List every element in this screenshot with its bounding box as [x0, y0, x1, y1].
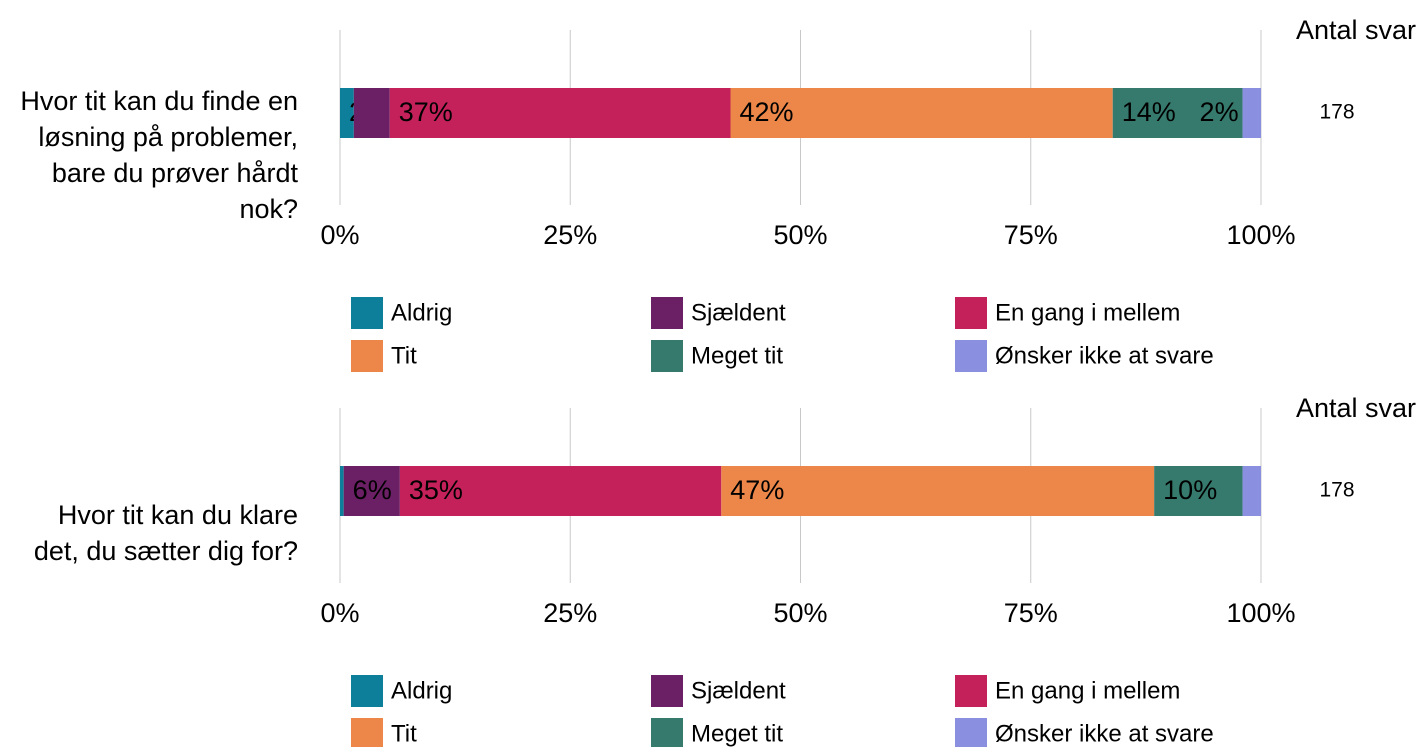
x-tick-label: 0%	[320, 220, 359, 250]
legend-swatch	[651, 340, 683, 372]
x-tick-label: 75%	[1004, 598, 1058, 628]
x-tick-label: 50%	[773, 598, 827, 628]
x-tick-label: 75%	[1004, 220, 1058, 250]
legend-swatch	[651, 718, 683, 747]
x-tick-label: 25%	[543, 598, 597, 628]
bar-segment	[1112, 88, 1243, 138]
legend-label: Meget tit	[691, 342, 783, 369]
legend-swatch	[351, 718, 383, 747]
legend-label: Meget tit	[691, 720, 783, 747]
legend-label: Ønsker ikke at svare	[995, 720, 1214, 747]
legend-label: Sjældent	[691, 299, 786, 326]
count-header: Antal svar	[1296, 393, 1416, 423]
legend-swatch	[955, 675, 987, 707]
legend-swatch	[651, 675, 683, 707]
data-label: 42%	[740, 97, 794, 127]
bar-segment	[389, 88, 731, 138]
x-tick-label: 25%	[543, 220, 597, 250]
legend-swatch	[955, 297, 987, 329]
bar-segment	[1242, 466, 1261, 516]
legend-label: Sjældent	[691, 677, 786, 704]
count-value: 178	[1319, 479, 1354, 502]
legend-swatch	[351, 675, 383, 707]
count-header: Antal svar	[1296, 15, 1416, 45]
bar-segment	[340, 88, 354, 138]
x-tick-label: 100%	[1226, 598, 1295, 628]
legend-label: Tit	[391, 342, 417, 369]
data-label: 47%	[730, 475, 784, 505]
bar-segment	[343, 466, 400, 516]
count-value: 178	[1319, 101, 1354, 124]
data-label: 10%	[1163, 475, 1217, 505]
bar-segment	[399, 466, 722, 516]
category-label: Hvor tit kan du klare det, du sætter dig…	[33, 500, 298, 566]
legend-label: Tit	[391, 720, 417, 747]
legend-label: Aldrig	[391, 299, 452, 326]
legend-swatch	[955, 340, 987, 372]
data-label: 35%	[409, 475, 463, 505]
data-label: 37%	[399, 97, 453, 127]
category-label: Hvor tit kan du finde en løsning på prob…	[20, 86, 298, 224]
data-label: 6%	[353, 475, 392, 505]
bar-segment	[353, 88, 390, 138]
legend-label: En gang i mellem	[995, 677, 1180, 704]
legend-label: Aldrig	[391, 677, 452, 704]
data-label: 2%	[1200, 97, 1239, 127]
legend-label: Ønsker ikke at svare	[995, 342, 1214, 369]
legend-swatch	[351, 340, 383, 372]
bar-segment	[730, 88, 1113, 138]
x-tick-label: 100%	[1226, 220, 1295, 250]
data-label: 14%	[1122, 97, 1176, 127]
legend-swatch	[351, 297, 383, 329]
x-tick-label: 0%	[320, 598, 359, 628]
bar-segment	[340, 466, 344, 516]
bar-segment	[721, 466, 1155, 516]
bar-segment	[1242, 88, 1261, 138]
legend-swatch	[955, 718, 987, 747]
legend-label: En gang i mellem	[995, 299, 1180, 326]
x-tick-label: 50%	[773, 220, 827, 250]
legend-swatch	[651, 297, 683, 329]
bar-segment	[1154, 466, 1243, 516]
